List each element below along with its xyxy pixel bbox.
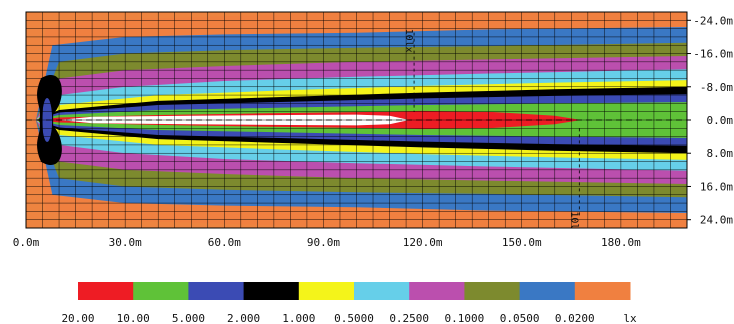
y-axis-ticks: -24.0m -16.0m -8.0m 0.0m 8.0m 16.0m 24.0m: [687, 14, 734, 227]
legend-swatch: [298, 282, 355, 300]
x-tick-label: 150.0m: [502, 236, 542, 249]
y-tick-label: -16.0m: [693, 48, 733, 61]
legend-swatch: [574, 282, 631, 300]
legend-label: 10.00: [117, 312, 150, 324]
legend-swatch: [133, 282, 189, 300]
legend-label: 0.1000: [445, 312, 485, 324]
x-tick-label: 60.0m: [208, 236, 241, 249]
x-tick-label: 180.0m: [601, 236, 641, 249]
x-tick-label: 120.0m: [403, 236, 443, 249]
x-tick-label: 90.0m: [307, 236, 340, 249]
legend-label: 0.5000: [334, 312, 374, 324]
y-tick-label: 16.0m: [700, 180, 733, 193]
legend-swatch: [464, 282, 521, 300]
legend-label: 2.000: [227, 312, 260, 324]
plot-annotations: 10lx 10lx: [403, 29, 580, 235]
x-axis-ticks: 0.0m 30.0m 60.0m 90.0m 120.0m 150.0m 180.0m: [13, 236, 641, 249]
legend-label: 0.2500: [389, 312, 429, 324]
y-tick-label: 24.0m: [700, 214, 733, 227]
y-tick-label: -8.0m: [700, 81, 733, 94]
y-tick-label: 8.0m: [707, 147, 734, 160]
x-tick-label: 0.0m: [13, 236, 40, 249]
legend-label: 1.000: [282, 312, 315, 324]
legend-swatch: [409, 282, 465, 300]
plot-area: 10lx 10lx: [26, 12, 687, 235]
legend-swatch: [354, 282, 410, 300]
legend-label: 20.00: [61, 312, 94, 324]
legend-unit: lx: [623, 312, 637, 324]
legend: 20.00 10.00 5.000 2.000 1.000 0.5000 0.2500 0.1…: [61, 282, 637, 324]
annotation-label: 10lx: [403, 29, 414, 53]
legend-label: 0.0200: [555, 312, 595, 324]
grid-lines: [26, 12, 687, 228]
legend-label: 5.000: [172, 312, 205, 324]
x-tick-label: 30.0m: [109, 236, 142, 249]
legend-swatch: [519, 282, 576, 300]
legend-label: 0.0500: [500, 312, 540, 324]
y-tick-label: 0.0m: [707, 114, 734, 127]
annotation-label: 10lx: [568, 211, 579, 235]
y-tick-label: -24.0m: [693, 14, 733, 27]
legend-swatch: [243, 282, 300, 300]
legend-swatch: [78, 282, 134, 300]
legend-swatch: [188, 282, 245, 300]
